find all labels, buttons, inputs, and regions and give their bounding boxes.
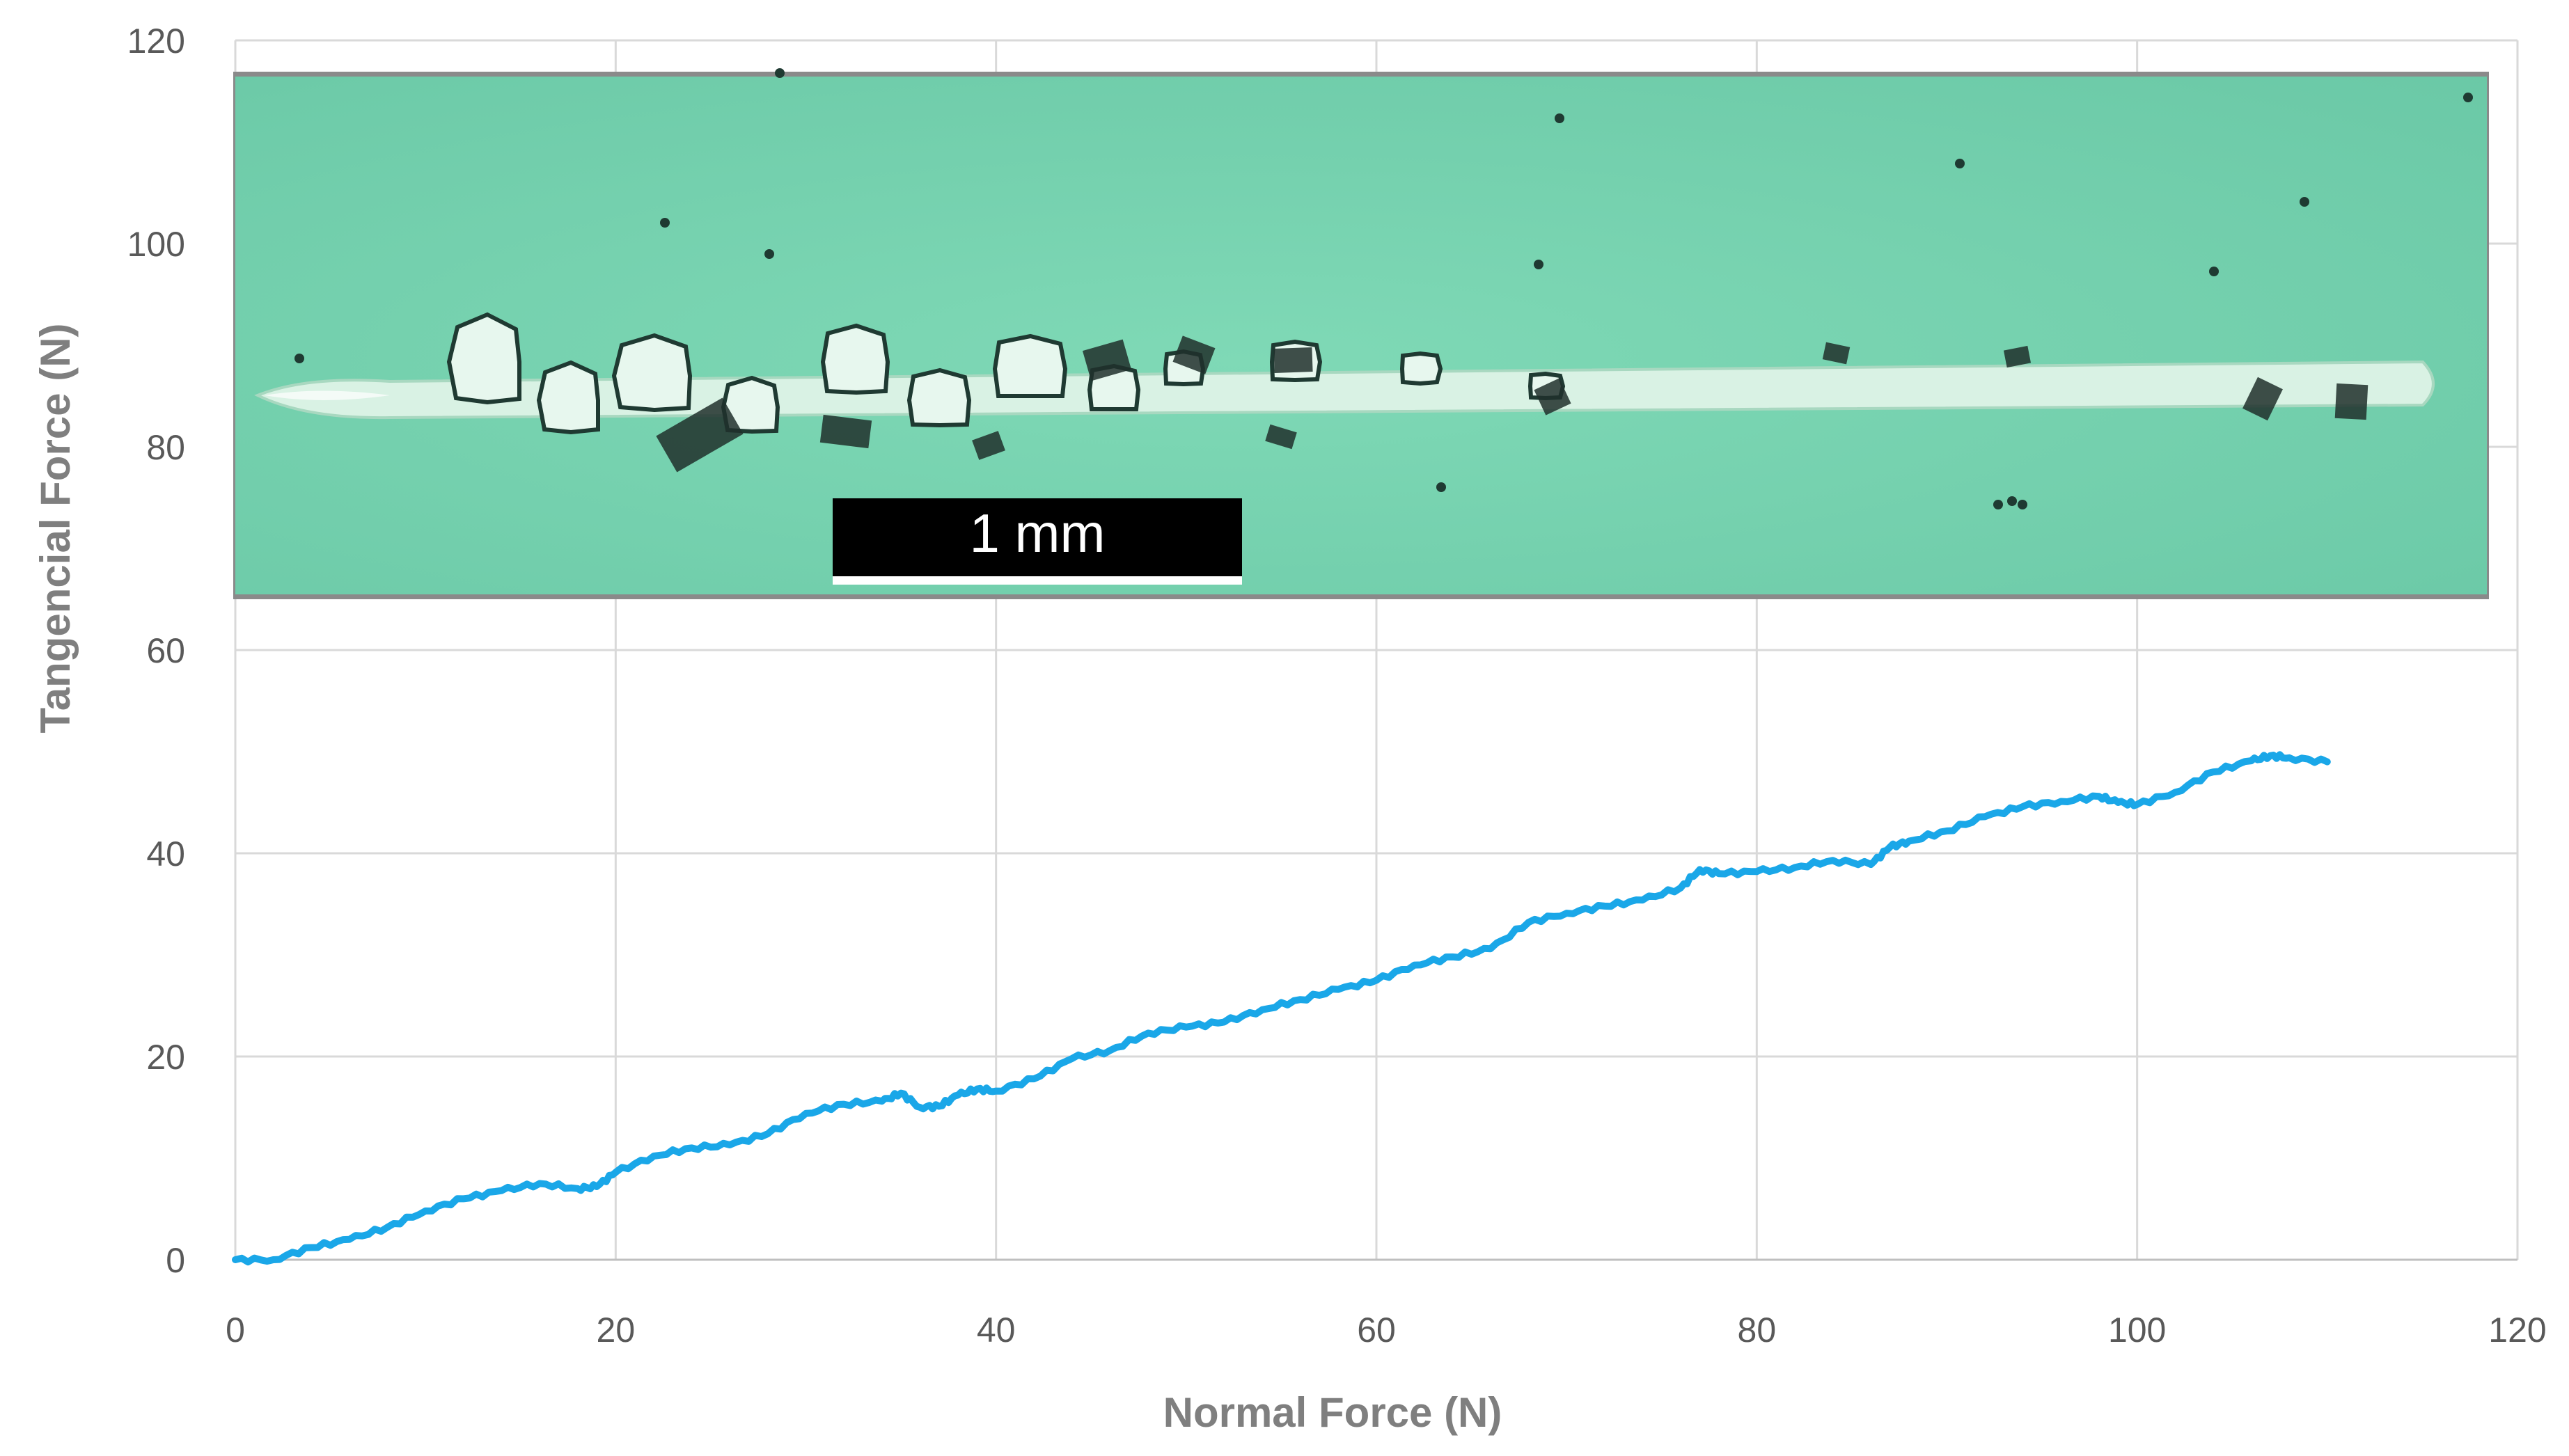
debris-chip-3 — [1172, 335, 1216, 374]
surface-speck-8 — [1436, 482, 1446, 492]
surface-speck-12 — [2007, 496, 2017, 506]
series-line-0 — [232, 751, 2331, 1266]
surface-speck-13 — [2018, 500, 2027, 509]
debris-chip-1 — [819, 414, 872, 449]
surface-speck-10 — [294, 354, 304, 363]
spallation-flake-1 — [536, 360, 600, 435]
x-axis-title: Normal Force (N) — [1163, 1389, 1502, 1436]
surface-speck-3 — [2209, 267, 2219, 276]
y-tick-label-0: 0 — [166, 1241, 185, 1280]
surface-speck-1 — [1555, 113, 1564, 123]
scale-bar-underline — [833, 576, 1242, 585]
scale-bar-label: 1 mm — [970, 503, 1106, 564]
spallation-flake-10 — [1399, 351, 1443, 386]
debris-chip-0 — [656, 397, 744, 473]
debris-chip-8 — [2242, 377, 2283, 421]
x-tick-label-6: 120 — [2488, 1311, 2546, 1350]
x-tick-label-5: 100 — [2108, 1311, 2166, 1350]
y-tick-label-6: 120 — [127, 22, 185, 61]
scratch-micrograph: 1 mm — [233, 68, 2489, 599]
debris-chip-4 — [1273, 347, 1313, 373]
spallation-flake-0 — [446, 312, 521, 405]
spallation-flake-4 — [820, 323, 890, 395]
debris-chip-11 — [1265, 424, 1297, 450]
y-tick-label-1: 20 — [146, 1038, 185, 1077]
tick-labels: 0 20 40 60 80 100 120 0 20 40 60 80 100 120 — [127, 22, 2547, 1350]
surface-speck-4 — [660, 218, 670, 228]
scale-bar — [833, 498, 1242, 576]
series-layer — [232, 751, 2331, 1266]
y-tick-label-3: 60 — [146, 631, 185, 670]
surface-speck-6 — [1534, 260, 1543, 269]
y-tick-label-5: 100 — [127, 225, 185, 264]
debris-chip-6 — [1822, 342, 1851, 365]
debris-chip-10 — [972, 431, 1005, 460]
y-tick-label-2: 40 — [146, 834, 185, 873]
scratch-track — [254, 68, 2473, 509]
scratch-start — [265, 390, 390, 400]
x-tick-label-4: 80 — [1738, 1311, 1777, 1350]
surface-speck-2 — [1955, 159, 1965, 168]
surface-speck-11 — [2463, 93, 2473, 102]
debris-chip-9 — [2334, 383, 2368, 420]
spallation-flake-5 — [906, 367, 972, 428]
surface-speck-7 — [2300, 197, 2309, 207]
surface-speck-9 — [1993, 500, 2003, 509]
debris-chip-2 — [1082, 339, 1132, 381]
spallation-flake-6 — [992, 333, 1068, 398]
x-tick-label-2: 40 — [977, 1311, 1016, 1350]
x-tick-label-0: 0 — [226, 1311, 245, 1350]
debris-chip-7 — [2003, 345, 2032, 368]
surface-speck-5 — [764, 249, 774, 259]
y-axis-title: Tangencial Force (N) — [32, 324, 79, 734]
spallation-flake-2 — [611, 333, 693, 413]
scratch-groove — [254, 360, 2435, 420]
surface-speck-0 — [775, 68, 785, 78]
micrograph-surface — [235, 77, 2487, 594]
debris-chip-5 — [1534, 378, 1571, 416]
x-tick-label-3: 60 — [1357, 1311, 1396, 1350]
x-tick-label-1: 20 — [597, 1311, 636, 1350]
y-tick-label-4: 80 — [146, 428, 185, 467]
